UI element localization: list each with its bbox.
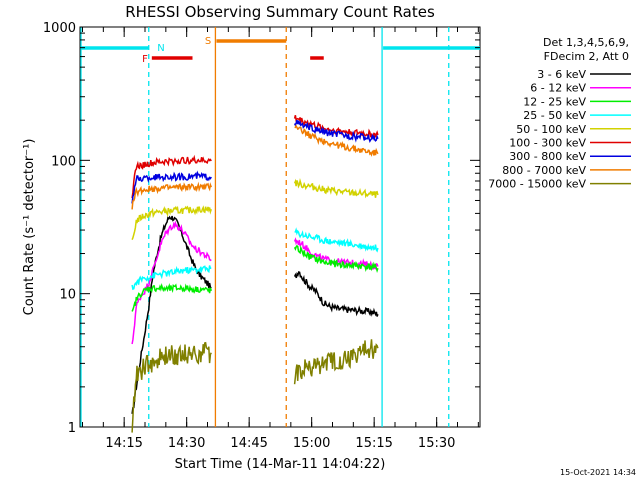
legend-entry-label: 12 - 25 keV xyxy=(523,95,586,108)
x-tick-label: 14:15 xyxy=(105,436,142,451)
x-tick-label: 15:15 xyxy=(355,436,392,451)
x-tick-label: 14:45 xyxy=(230,436,267,451)
plot-frame xyxy=(79,26,481,428)
legend-header-line-2: FDecim 2, Att 0 xyxy=(544,50,629,63)
flag-label: F xyxy=(142,54,148,65)
y-axis: 1 10 100 1000 xyxy=(43,21,480,436)
x-axis-label: Start Time (14-Mar-11 14:04:22) xyxy=(175,457,386,472)
series-line xyxy=(294,124,379,157)
y-tick-label: 1 xyxy=(68,421,76,436)
chart-title: RHESSI Observing Summary Count Rates xyxy=(125,3,435,21)
series-line xyxy=(293,271,379,317)
legend-header-line-1: Det 1,3,4,5,6,9, xyxy=(543,36,629,49)
series-line xyxy=(131,341,212,433)
legend-entry-label: 7000 - 15000 keV xyxy=(488,178,586,191)
vertical-markers xyxy=(80,27,450,427)
series-line xyxy=(294,227,379,253)
series-line xyxy=(131,220,212,345)
series-line xyxy=(293,339,379,385)
series-line xyxy=(293,244,379,274)
series-line xyxy=(131,282,213,312)
x-axis: 14:15 14:30 14:45 15:00 15:15 15:30 xyxy=(82,27,479,451)
x-tick-label: 15:30 xyxy=(418,436,455,451)
legend-entry-label: 300 - 800 keV xyxy=(509,150,586,163)
y-tick-label: 1000 xyxy=(43,21,76,36)
series-line xyxy=(293,178,379,199)
legend-entry-label: 25 - 50 keV xyxy=(523,109,586,122)
flag-labels: NF S xyxy=(142,36,211,65)
flag-label: N xyxy=(157,43,164,54)
series-line xyxy=(131,154,212,199)
legend-entry-label: 3 - 6 keV xyxy=(537,68,586,81)
legend-entry-label: 100 - 300 keV xyxy=(509,137,586,150)
y-tick-label: 100 xyxy=(51,154,76,169)
y-tick-label: 10 xyxy=(59,288,76,303)
legend-entry-label: 800 - 7000 keV xyxy=(502,164,586,177)
series-line xyxy=(131,170,212,204)
series-line xyxy=(131,265,212,291)
series-line xyxy=(293,119,379,144)
x-tick-label: 14:30 xyxy=(168,436,205,451)
series-line xyxy=(131,181,212,210)
x-tick-label: 15:00 xyxy=(293,436,330,451)
y-axis-label: Count Rate (s⁻¹ detector⁻¹) xyxy=(22,139,37,316)
series-lines xyxy=(131,115,379,433)
flag-label: S xyxy=(205,36,211,47)
legend-entry-label: 50 - 100 keV xyxy=(516,123,586,136)
legend: Det 1,3,4,5,6,9, FDecim 2, Att 0 3 - 6 k… xyxy=(488,36,631,191)
series-line xyxy=(131,205,213,240)
flag-bars xyxy=(81,39,480,60)
series-line xyxy=(131,215,212,414)
legend-entry-label: 6 - 12 keV xyxy=(530,82,586,95)
footer-date: 15-Oct-2021 14:34 xyxy=(560,468,636,477)
